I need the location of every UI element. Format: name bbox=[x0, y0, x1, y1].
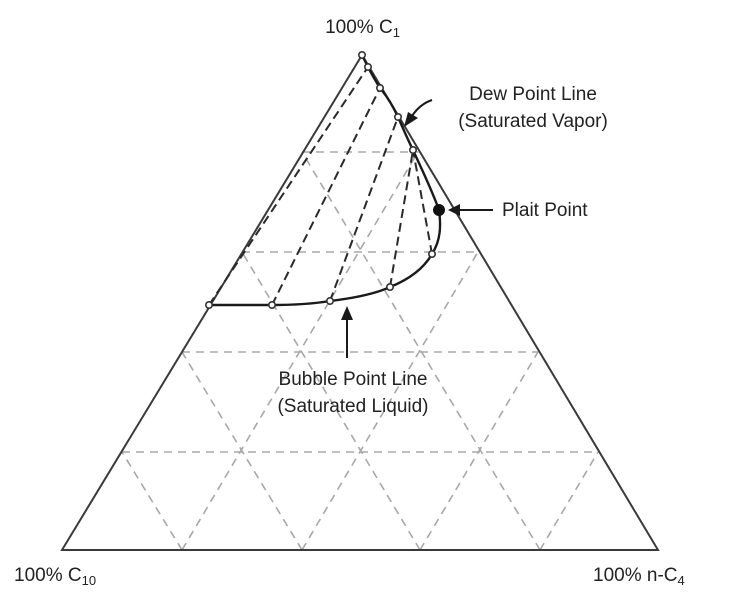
grid-line bbox=[539, 451, 599, 551]
top-vertex-subscript: 1 bbox=[392, 25, 400, 40]
bubble-point-line-2: (Saturated Liquid) bbox=[277, 396, 429, 417]
top-vertex-text: 100% C bbox=[325, 17, 393, 38]
left-vertex-label: 100% C10 bbox=[14, 564, 96, 588]
bubble-point-arrowhead bbox=[341, 306, 353, 320]
grid-line bbox=[181, 351, 303, 551]
grid-line bbox=[181, 151, 419, 551]
envelope-point bbox=[427, 250, 436, 259]
envelope-point bbox=[375, 84, 384, 93]
dew-point-line-2: (Saturated Vapor) bbox=[458, 111, 608, 132]
grid-line bbox=[419, 351, 539, 551]
envelope-point bbox=[385, 282, 394, 291]
composition-grid bbox=[121, 151, 599, 551]
right-vertex-label: 100% n-C4 bbox=[593, 564, 685, 588]
tie-lines bbox=[208, 66, 433, 306]
envelope-point bbox=[357, 50, 366, 59]
envelope-points bbox=[205, 50, 436, 309]
tie-line bbox=[389, 149, 414, 288]
top-vertex-label: 100% C1 bbox=[300, 16, 425, 40]
right-vertex-subscript: 4 bbox=[677, 573, 685, 588]
annotation-arrows bbox=[341, 99, 493, 358]
left-vertex-text: 100% C bbox=[14, 565, 82, 586]
tie-line bbox=[208, 66, 369, 306]
dew-point-arrowhead bbox=[404, 112, 418, 127]
right-vertex-text: 100% n-C bbox=[593, 565, 678, 586]
grid-line bbox=[121, 451, 183, 551]
tie-line bbox=[271, 87, 381, 306]
bubble-point-label: Bubble Point Line (Saturated Liquid) bbox=[248, 366, 458, 420]
plait-point-text: Plait Point bbox=[502, 200, 588, 221]
grid-line bbox=[241, 251, 421, 551]
envelope-point bbox=[325, 296, 334, 305]
left-vertex-subscript: 10 bbox=[81, 573, 97, 588]
envelope-point bbox=[363, 62, 372, 71]
dew-point-arrow bbox=[411, 99, 433, 117]
plait-point-marker bbox=[433, 204, 445, 216]
plait-point-label: Plait Point bbox=[502, 199, 588, 223]
tie-line bbox=[412, 149, 433, 255]
envelope-point bbox=[205, 300, 214, 309]
plait-point-arrowhead bbox=[448, 204, 460, 216]
phase-envelope-curve bbox=[209, 54, 442, 307]
dew-point-label: Dew Point Line (Saturated Vapor) bbox=[428, 81, 638, 135]
bubble-point-line-1: Bubble Point Line bbox=[278, 369, 428, 390]
envelope-point bbox=[408, 146, 417, 155]
grid-line bbox=[301, 151, 541, 551]
tie-line bbox=[329, 116, 399, 302]
envelope-point bbox=[393, 113, 402, 122]
envelope-point bbox=[267, 300, 276, 309]
grid-line bbox=[301, 251, 479, 551]
dew-point-line-1: Dew Point Line bbox=[469, 84, 597, 105]
